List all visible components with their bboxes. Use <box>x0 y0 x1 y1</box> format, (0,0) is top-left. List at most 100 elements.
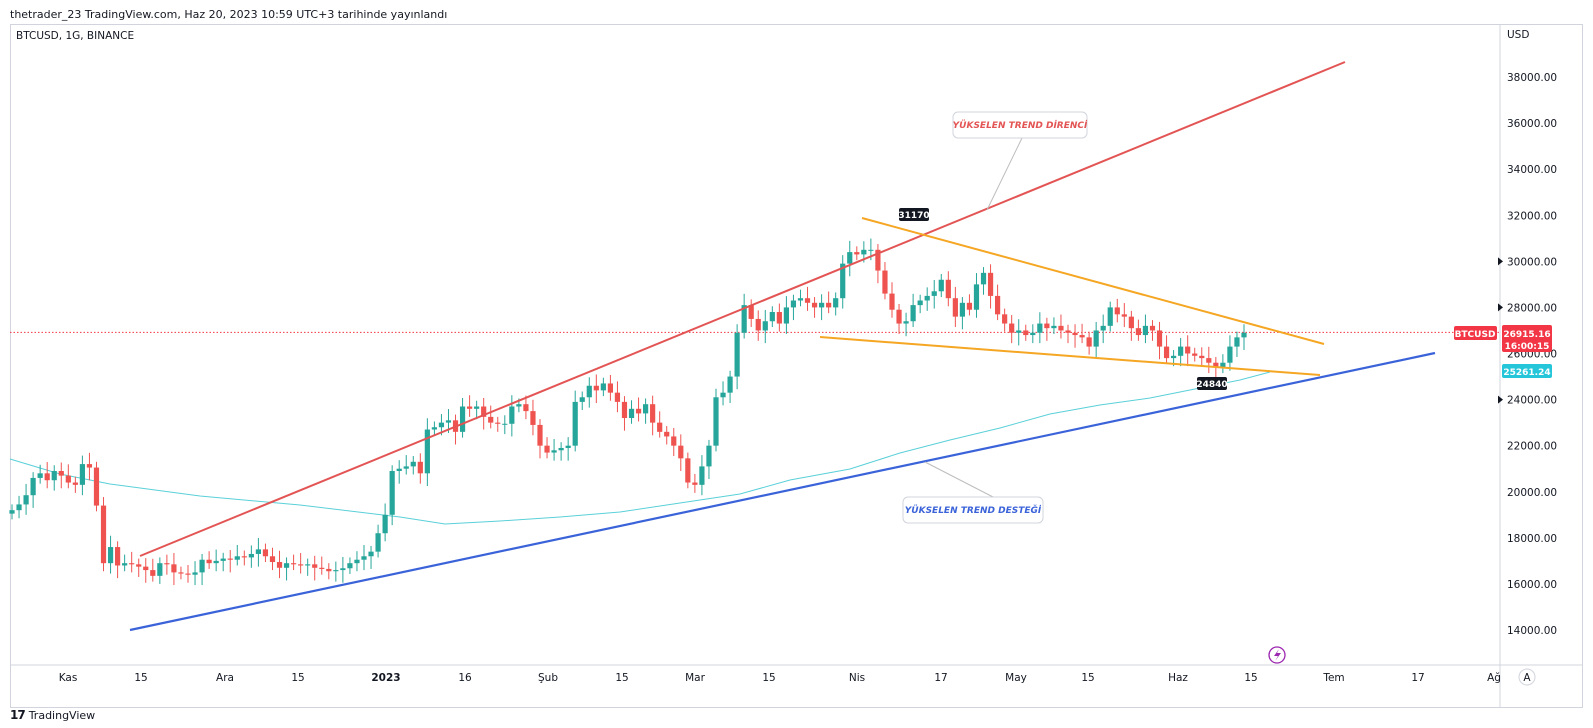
candle-body <box>1009 323 1015 333</box>
candle-body <box>734 332 740 377</box>
x-tick-label: Nis <box>849 672 865 684</box>
axis-marker-arrow <box>1498 395 1503 404</box>
candle-body <box>291 563 297 565</box>
candle-body <box>727 376 733 393</box>
candle-body <box>607 383 613 393</box>
candle-body <box>255 549 261 554</box>
candle-body <box>657 422 663 432</box>
y-tick-label: 24000.00 <box>1507 395 1557 407</box>
candle-body <box>1213 362 1219 368</box>
candle-body <box>234 556 240 560</box>
annotation-support-text: YÜKSELEN TREND DESTEĞİ <box>905 504 1042 516</box>
candle-body <box>136 564 142 567</box>
candle-body <box>1135 328 1141 336</box>
candle-body <box>945 279 951 299</box>
candle-body <box>854 252 860 255</box>
candle-body <box>100 505 107 564</box>
x-tick-label: Şub <box>538 672 558 684</box>
tradingview-brand[interactable]: 17 TradingView <box>10 708 95 722</box>
candle-body <box>643 404 649 414</box>
candle-body <box>516 404 522 407</box>
currency-label: USD <box>1507 29 1529 41</box>
candle-body <box>312 564 318 568</box>
auto-scale-button[interactable] <box>1518 668 1536 686</box>
candle-body <box>826 302 832 308</box>
candle-body <box>431 427 437 430</box>
candle-body <box>833 298 839 308</box>
candle-body <box>305 564 311 566</box>
candle-body <box>326 568 332 572</box>
candle-body <box>213 560 219 564</box>
moving-average-line <box>9 371 1271 525</box>
candle-body <box>1185 346 1191 354</box>
candle-body <box>115 547 121 566</box>
candle-body <box>248 553 254 558</box>
annotation-resistance-text: YÜKSELEN TREND DİRENCİ <box>953 120 1088 131</box>
candle-body <box>783 307 789 324</box>
y-tick-label: 14000.00 <box>1507 625 1557 637</box>
candle-body <box>347 563 353 569</box>
candle-body <box>1121 314 1127 317</box>
candle-body <box>488 416 494 423</box>
y-tick-label: 34000.00 <box>1507 164 1557 176</box>
x-tick-label: 15 <box>291 672 304 684</box>
candle-body <box>966 302 973 310</box>
x-tick-label: Tem <box>1322 672 1344 684</box>
candle-body <box>1192 353 1198 356</box>
candle-body <box>361 556 367 560</box>
x-tick-label: Ara <box>216 672 234 684</box>
candle-body <box>628 408 635 419</box>
candle-body <box>129 563 135 565</box>
candle-body <box>1072 332 1078 336</box>
wedge-upper-line <box>861 217 1325 345</box>
candle-body <box>917 300 923 306</box>
candle-body <box>171 564 177 573</box>
candle-body <box>586 385 592 398</box>
x-tick-label: Mar <box>685 672 705 684</box>
candle-body <box>551 450 557 453</box>
x-tick-label: Ağ <box>1487 672 1501 684</box>
candle-body <box>980 272 987 285</box>
axis-marker-arrow <box>1498 257 1503 266</box>
candle-body <box>600 383 606 391</box>
x-tick-label: Haz <box>1168 672 1188 684</box>
candle-body <box>1093 330 1099 347</box>
support-trendline <box>129 351 1436 632</box>
low-price-marker-text: 24840 <box>1196 380 1227 390</box>
candle-body <box>474 406 480 409</box>
candle-body <box>797 298 804 301</box>
candle-body <box>987 272 994 296</box>
candle-body <box>755 318 761 331</box>
candle-body <box>185 573 191 575</box>
candle-body <box>1058 325 1064 331</box>
candle-body <box>319 567 325 569</box>
chart-frame[interactable] <box>10 24 1583 708</box>
candle-body <box>269 556 276 563</box>
y-tick-label: 30000.00 <box>1507 256 1557 268</box>
candle-body <box>438 422 445 428</box>
candle-body <box>1171 355 1177 359</box>
symbol-label: BTCUSD, 1G, BINANCE <box>16 30 135 42</box>
candle-body <box>769 312 775 322</box>
candle-body <box>410 461 416 467</box>
candle-body <box>403 466 409 469</box>
candle-body <box>973 284 980 310</box>
low-price-marker <box>1197 377 1227 390</box>
candle-body <box>220 558 226 561</box>
candle-body <box>635 408 642 414</box>
candle-body <box>502 423 508 425</box>
candle-body <box>868 249 874 251</box>
candle-body <box>30 477 36 496</box>
candle-body <box>1128 316 1134 329</box>
candle-body <box>283 563 290 568</box>
candle-body <box>262 549 269 557</box>
high-price-marker-text: 31170 <box>898 211 929 221</box>
candle-body <box>776 312 782 324</box>
candle-body <box>1156 330 1163 347</box>
candle-body <box>931 291 937 296</box>
candle-body <box>37 473 43 478</box>
tradingview-logo-icon: 17 <box>10 708 26 722</box>
x-tick-label: 15 <box>134 672 147 684</box>
x-tick-label: 2023 <box>371 672 400 684</box>
